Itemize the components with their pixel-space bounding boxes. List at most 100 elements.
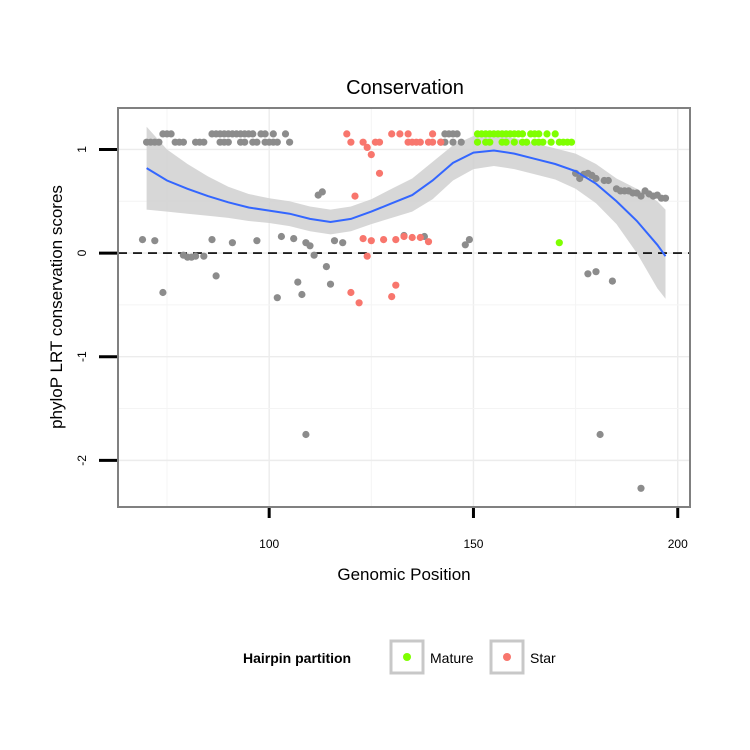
data-point-other bbox=[159, 288, 167, 297]
chart-title: Conservation bbox=[346, 77, 464, 99]
data-point-other bbox=[453, 130, 461, 138]
data-point-star bbox=[347, 138, 355, 146]
data-point-other bbox=[241, 138, 249, 146]
data-point-other bbox=[286, 138, 294, 146]
data-point-other bbox=[661, 194, 670, 202]
legend: Hairpin partition Mature Star bbox=[243, 639, 556, 675]
data-point-other bbox=[596, 430, 604, 439]
data-point-star bbox=[408, 233, 416, 242]
data-point-other bbox=[138, 236, 147, 244]
data-point-star bbox=[343, 130, 351, 138]
legend-title: Hairpin partition bbox=[243, 650, 351, 666]
data-point-star bbox=[363, 143, 371, 151]
data-point-mature bbox=[473, 138, 482, 146]
legend-marker-star bbox=[503, 653, 511, 661]
data-point-star bbox=[416, 138, 424, 146]
data-point-other bbox=[167, 130, 175, 138]
data-point-star bbox=[380, 236, 388, 244]
data-point-other bbox=[310, 251, 318, 259]
data-point-other bbox=[302, 430, 310, 439]
data-point-star bbox=[355, 299, 363, 307]
data-point-other bbox=[637, 484, 645, 492]
data-point-mature bbox=[502, 138, 510, 146]
data-point-other bbox=[294, 278, 302, 286]
data-point-other bbox=[637, 192, 645, 200]
data-point-mature bbox=[535, 130, 543, 138]
data-point-other bbox=[277, 232, 285, 241]
data-point-other bbox=[155, 138, 163, 146]
data-point-other bbox=[604, 176, 612, 185]
data-point-other bbox=[326, 280, 335, 288]
data-point-other bbox=[281, 130, 290, 138]
data-point-star bbox=[437, 138, 445, 146]
legend-marker-mature bbox=[403, 653, 411, 661]
data-point-star bbox=[347, 288, 355, 297]
data-point-mature bbox=[510, 138, 518, 146]
data-point-other bbox=[261, 130, 269, 138]
data-point-star bbox=[367, 151, 375, 159]
x-tick-label: 200 bbox=[668, 537, 688, 551]
x-tick-label: 150 bbox=[463, 537, 483, 551]
data-point-other bbox=[449, 138, 457, 146]
data-point-other bbox=[608, 277, 617, 285]
data-point-star bbox=[392, 236, 400, 244]
data-point-star bbox=[351, 192, 359, 200]
data-point-star bbox=[424, 238, 433, 246]
data-point-other bbox=[461, 241, 469, 249]
data-point-other bbox=[212, 272, 220, 280]
data-point-star bbox=[396, 130, 404, 138]
data-point-star bbox=[429, 130, 437, 138]
data-point-star bbox=[367, 237, 375, 245]
data-point-other bbox=[200, 138, 208, 146]
data-point-other bbox=[339, 239, 347, 247]
data-point-star bbox=[392, 281, 400, 289]
y-tick-label: -1 bbox=[75, 351, 89, 362]
data-point-other bbox=[228, 239, 236, 247]
x-tick-label: 100 bbox=[259, 537, 279, 551]
y-axis-ticks: -2 -1 0 1 bbox=[75, 146, 117, 466]
smooth-trend-line bbox=[146, 149, 667, 257]
data-point-mature bbox=[539, 138, 547, 146]
data-point-other bbox=[192, 252, 200, 260]
x-axis-title: Genomic Position bbox=[337, 565, 470, 584]
data-point-other bbox=[151, 237, 159, 245]
data-point-star bbox=[388, 293, 396, 301]
data-point-other bbox=[592, 268, 600, 276]
data-point-other bbox=[253, 138, 261, 146]
data-point-other bbox=[253, 237, 261, 245]
data-point-mature bbox=[555, 239, 563, 247]
data-point-other bbox=[465, 236, 473, 244]
data-point-mature bbox=[547, 138, 555, 146]
data-point-other bbox=[584, 270, 592, 278]
data-point-other bbox=[224, 138, 232, 146]
x-axis-ticks: 100 150 200 bbox=[259, 508, 688, 551]
y-axis-title: phyloP LRT conservation scores bbox=[47, 185, 66, 429]
data-point-star bbox=[375, 138, 384, 146]
data-point-other bbox=[179, 138, 187, 146]
data-point-other bbox=[249, 130, 257, 138]
data-point-mature bbox=[486, 138, 494, 146]
data-point-other bbox=[273, 294, 281, 302]
data-point-other bbox=[322, 263, 330, 271]
data-point-other bbox=[200, 252, 208, 260]
data-point-star bbox=[363, 252, 371, 260]
data-point-mature bbox=[518, 130, 527, 138]
legend-label-star: Star bbox=[530, 650, 556, 666]
data-point-mature bbox=[543, 130, 551, 138]
y-tick-label: 0 bbox=[75, 249, 89, 256]
data-point-star bbox=[416, 233, 424, 242]
data-point-other bbox=[592, 174, 600, 183]
data-point-other bbox=[330, 237, 339, 245]
data-point-star bbox=[359, 235, 367, 243]
data-point-other bbox=[457, 138, 465, 146]
data-point-star bbox=[404, 130, 412, 138]
data-point-other bbox=[298, 290, 306, 299]
y-tick-label: -2 bbox=[75, 455, 89, 466]
data-point-other bbox=[318, 188, 326, 196]
data-point-other bbox=[208, 236, 216, 244]
data-point-mature bbox=[551, 130, 559, 138]
data-point-other bbox=[306, 242, 314, 250]
scatter-points bbox=[138, 130, 670, 492]
plot-panel-border bbox=[117, 107, 691, 508]
